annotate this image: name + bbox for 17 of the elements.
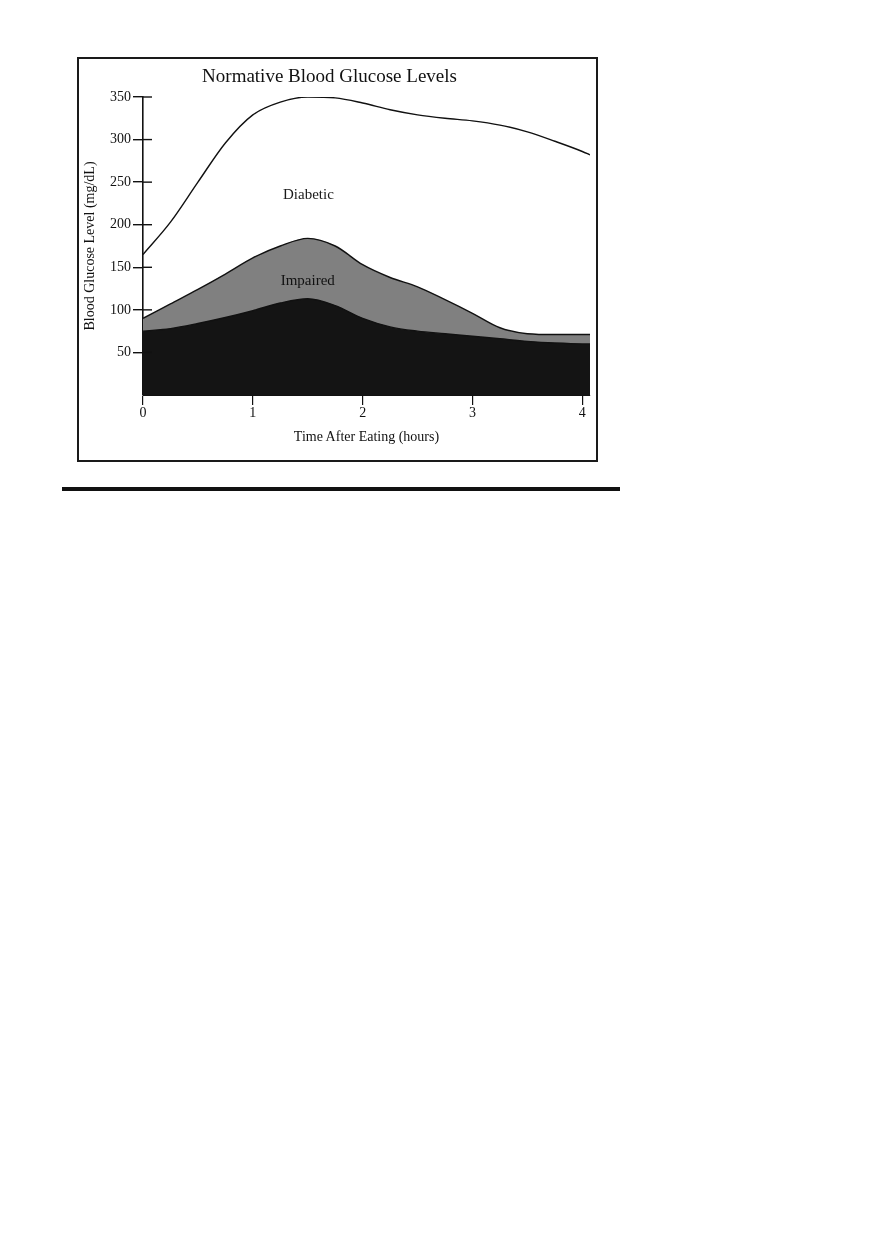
y-tick-label: 100: [110, 301, 131, 317]
y-tick-label: 150: [110, 258, 131, 274]
y-axis-title: Blood Glucose Level (mg/dL): [82, 161, 99, 331]
y-tick-label: 350: [110, 88, 131, 104]
y-tick-label: 300: [110, 131, 131, 147]
x-tick-label: 0: [139, 405, 147, 421]
annotation: Diabetic: [282, 186, 335, 203]
x-tick-label: 1: [249, 405, 257, 421]
x-tick-label: 3: [468, 405, 476, 421]
chart-title: Normative Blood Glucose Levels: [202, 65, 457, 86]
x-axis-title: Time After Eating (hours): [293, 429, 440, 446]
y-tick-label: 250: [110, 173, 131, 189]
y-tick-label: 50: [117, 344, 131, 360]
x-tick-label: 4: [578, 405, 586, 421]
y-tick-label: 200: [110, 216, 131, 232]
series-label: Impaired: [280, 271, 336, 288]
x-tick-label: 2: [359, 405, 367, 421]
